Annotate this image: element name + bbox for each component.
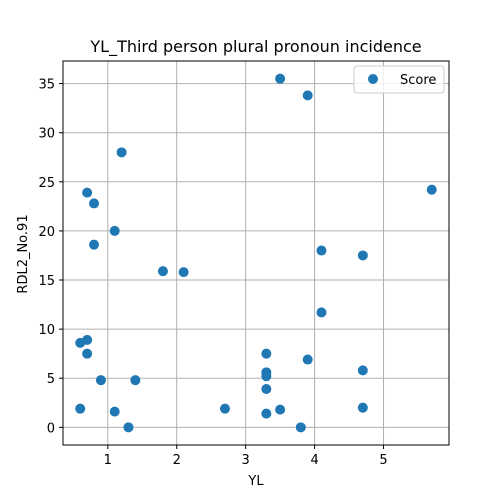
data-point xyxy=(316,245,327,256)
x-tick-label: 2 xyxy=(173,453,181,468)
legend-marker xyxy=(368,74,378,84)
data-point xyxy=(261,348,272,359)
y-tick-label: 35 xyxy=(38,78,55,93)
data-point xyxy=(109,406,120,417)
data-points xyxy=(75,73,437,433)
data-point xyxy=(75,403,86,414)
axis-ticks: 1 2 3 4 5 0 5 10 15 20 25 30 35 xyxy=(38,78,387,468)
y-axis-label: RDL2_No.91 xyxy=(16,214,31,293)
data-point xyxy=(130,375,141,386)
data-point xyxy=(95,375,106,386)
y-tick-label: 10 xyxy=(38,323,55,338)
x-tick-label: 4 xyxy=(310,453,318,468)
y-tick-label: 15 xyxy=(38,274,55,289)
y-tick-label: 25 xyxy=(38,176,55,191)
x-tick-label: 1 xyxy=(104,453,112,468)
y-tick-label: 5 xyxy=(47,372,55,387)
data-point xyxy=(178,267,189,278)
data-point xyxy=(316,307,327,318)
y-tick-label: 30 xyxy=(38,127,55,142)
data-point xyxy=(261,408,272,419)
plot-frame xyxy=(62,60,450,446)
data-point xyxy=(261,384,272,395)
x-tick-label: 5 xyxy=(379,453,387,468)
data-point xyxy=(261,371,272,382)
data-point xyxy=(82,187,93,198)
data-point xyxy=(116,147,127,158)
data-point xyxy=(109,225,120,236)
data-point xyxy=(219,403,230,414)
y-tick-label: 0 xyxy=(47,421,55,436)
data-point xyxy=(302,90,313,101)
data-point xyxy=(426,184,437,195)
chart-title: YL_Third person plural pronoun incidence xyxy=(89,37,421,57)
legend-box xyxy=(353,65,445,94)
data-point xyxy=(89,198,100,209)
legend-entry-score: Score xyxy=(400,73,436,88)
data-point xyxy=(123,422,134,433)
data-point xyxy=(357,402,368,413)
data-point xyxy=(82,334,93,345)
y-tick-label: 20 xyxy=(38,225,55,240)
data-point xyxy=(157,266,168,277)
grid xyxy=(63,61,449,445)
x-axis-label: YL xyxy=(247,474,264,489)
data-point xyxy=(275,404,286,415)
data-point xyxy=(82,348,93,359)
x-tick-label: 3 xyxy=(242,453,250,468)
data-point xyxy=(302,354,313,365)
data-point xyxy=(295,422,306,433)
data-point xyxy=(357,250,368,261)
data-point xyxy=(89,239,100,250)
data-point xyxy=(357,365,368,376)
legend: Score xyxy=(353,65,445,94)
data-point xyxy=(275,73,286,84)
